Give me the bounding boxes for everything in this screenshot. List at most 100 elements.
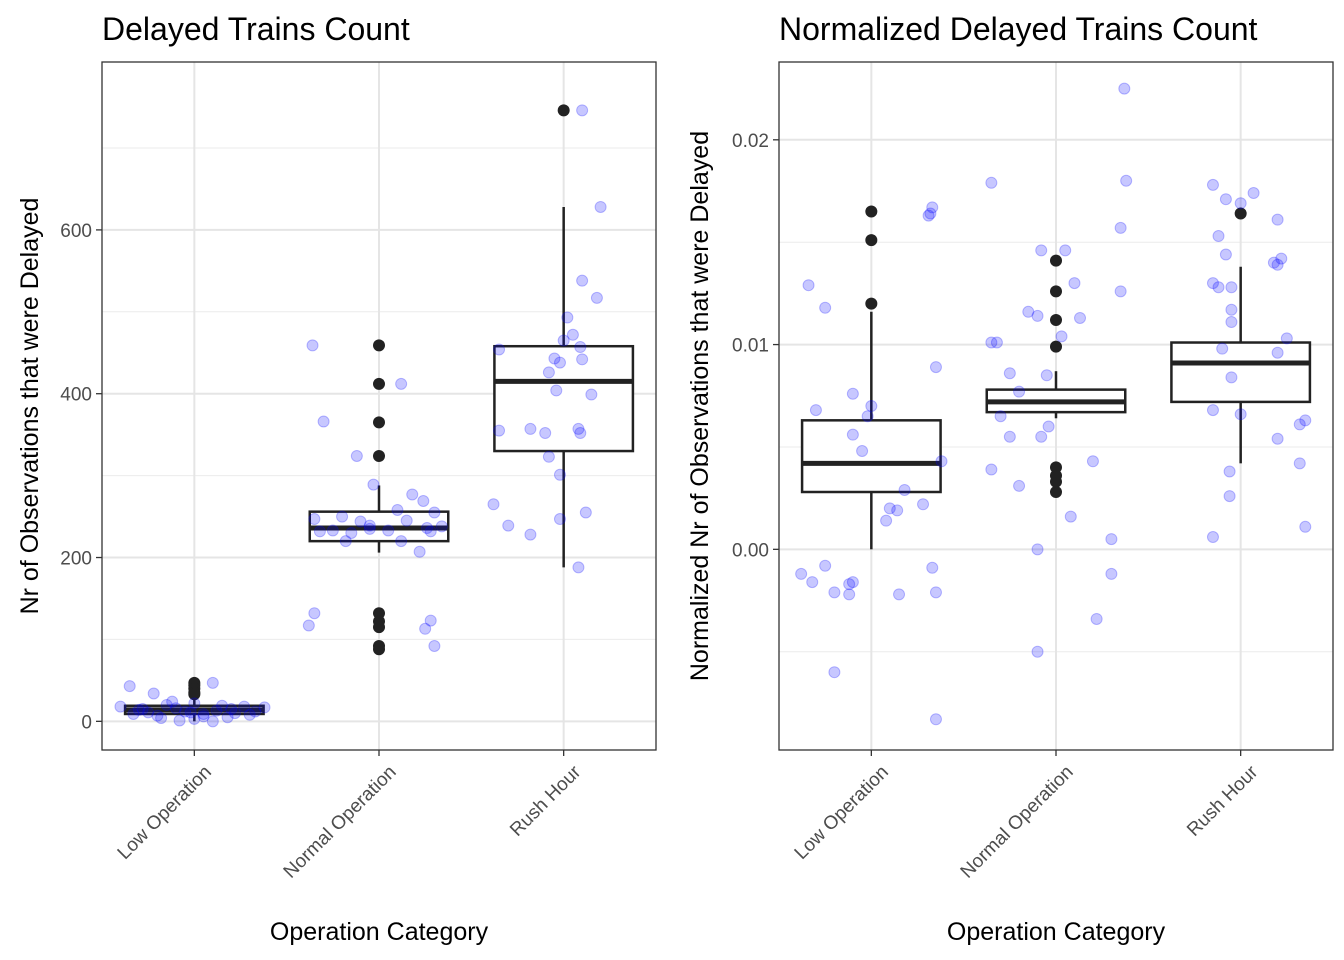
jitter-point xyxy=(985,176,998,189)
jitter-point xyxy=(1022,305,1035,318)
jitter-point xyxy=(428,639,441,652)
jitter-point xyxy=(1234,197,1247,210)
jitter-point xyxy=(1271,432,1284,445)
jitter-point xyxy=(891,504,904,517)
chart-title: Normalized Delayed Trains Count xyxy=(779,11,1258,47)
jitter-point xyxy=(487,498,500,511)
jitter-point xyxy=(1234,408,1247,421)
jitter-point xyxy=(502,519,515,532)
y-axis-title: Nr of Observations that were Delayed xyxy=(16,198,44,615)
jitter-point xyxy=(1090,612,1103,625)
jitter-point xyxy=(1280,332,1293,345)
jitter-point xyxy=(1031,645,1044,658)
jitter-point xyxy=(542,450,555,463)
outlier-point xyxy=(188,688,201,701)
jitter-point xyxy=(1003,367,1016,380)
jitter-point xyxy=(382,524,395,537)
outlier-point xyxy=(373,449,385,462)
jitter-point xyxy=(572,561,585,574)
jitter-point xyxy=(317,415,330,428)
x-tick-label: Low Operation xyxy=(791,762,893,864)
jitter-point xyxy=(336,510,349,523)
jitter-point xyxy=(1293,418,1306,431)
jitter-point xyxy=(395,377,408,390)
jitter-point xyxy=(1271,346,1284,359)
jitter-point xyxy=(585,388,598,401)
jitter-point xyxy=(313,525,326,538)
jitter-point xyxy=(1216,342,1229,355)
jitter-point xyxy=(363,519,376,532)
jitter-point xyxy=(424,614,437,627)
jitter-point xyxy=(1114,285,1127,298)
jitter-point xyxy=(929,361,942,374)
jitter-point xyxy=(524,528,537,541)
jitter-point xyxy=(572,422,585,435)
jitter-point xyxy=(576,353,589,366)
jitter-point xyxy=(419,622,432,635)
jitter-point xyxy=(935,455,948,468)
jitter-point xyxy=(1040,369,1053,382)
jitter-point xyxy=(206,715,219,728)
outlier-point xyxy=(865,234,878,247)
jitter-point xyxy=(421,522,434,535)
jitter-point xyxy=(1105,567,1118,580)
jitter-point xyxy=(326,524,339,537)
jitter-point xyxy=(548,352,561,365)
outlier-point xyxy=(865,205,878,218)
jitter-point xyxy=(173,714,186,727)
jitter-point xyxy=(553,468,566,481)
jitter-point xyxy=(1120,174,1133,187)
jitter-point xyxy=(929,586,942,599)
jitter-point xyxy=(188,697,201,710)
x-axis-title: Operation Category xyxy=(270,918,489,946)
y-tick-label: 600 xyxy=(60,221,92,242)
outlier-point xyxy=(1050,285,1062,298)
outlier-point xyxy=(373,416,385,429)
jitter-point xyxy=(819,559,832,572)
jitter-point xyxy=(1003,430,1016,443)
chart-title: Delayed Trains Count xyxy=(102,11,410,47)
jitter-point xyxy=(184,706,197,719)
jitter-point xyxy=(924,207,937,220)
jitter-point xyxy=(893,588,906,601)
jitter-point xyxy=(258,701,271,714)
jitter-point xyxy=(922,209,935,222)
jitter-point xyxy=(1219,193,1232,206)
jitter-point xyxy=(417,495,430,508)
jitter-point xyxy=(160,698,173,711)
jitter-point xyxy=(557,334,570,347)
jitter-point xyxy=(926,561,939,574)
y-tick-label: 0.00 xyxy=(732,540,769,561)
jitter-point xyxy=(1206,178,1219,191)
jitter-point xyxy=(308,607,321,620)
jitter-point xyxy=(590,291,603,304)
x-tick-label: Normal Operation xyxy=(280,762,401,883)
jitter-point xyxy=(1114,221,1127,234)
outlier-point xyxy=(373,339,385,352)
outlier-point xyxy=(1050,314,1062,326)
jitter-point xyxy=(574,427,587,440)
jitter-point xyxy=(819,301,832,314)
jitter-point xyxy=(880,514,893,527)
jitter-point xyxy=(846,387,859,400)
jitter-point xyxy=(147,687,160,700)
jitter-point xyxy=(1223,465,1236,478)
jitter-point xyxy=(576,274,589,287)
jitter-point xyxy=(1271,213,1284,226)
jitter-point xyxy=(142,706,155,719)
jitter-point xyxy=(1212,230,1225,243)
jitter-point xyxy=(553,513,566,526)
jitter-point xyxy=(428,506,441,519)
box xyxy=(1170,341,1312,404)
jitter-point xyxy=(1299,414,1312,427)
jitter-point xyxy=(1225,281,1238,294)
jitter-point xyxy=(1059,244,1072,257)
jitter-point xyxy=(539,427,552,440)
jitter-point xyxy=(308,513,321,526)
jitter-point xyxy=(1206,531,1219,544)
y-tick-label: 0.01 xyxy=(732,336,769,357)
outlier-point xyxy=(1050,486,1062,498)
jitter-point xyxy=(406,488,419,501)
jitter-point xyxy=(802,279,815,292)
x-tick-label: Low Operation xyxy=(114,762,216,864)
